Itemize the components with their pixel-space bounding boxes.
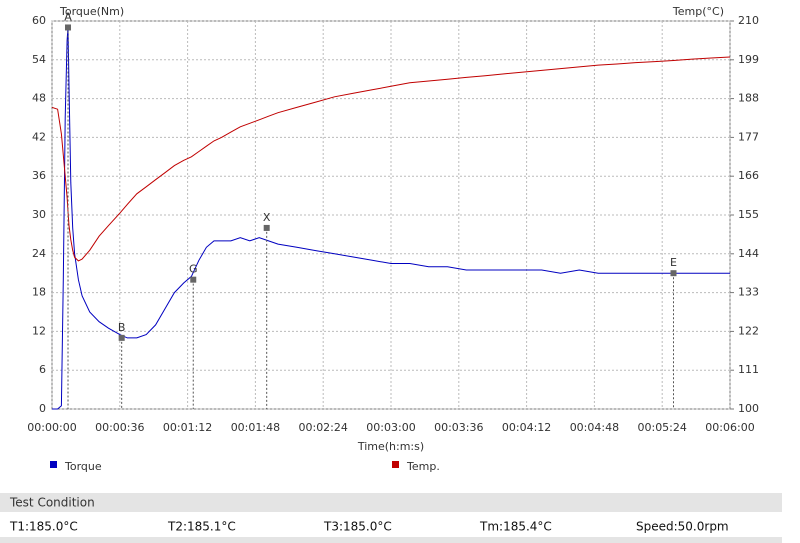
y2-tick-label: 210: [738, 14, 759, 27]
series-line: [51, 56, 731, 262]
x-tick-label: 00:05:24: [637, 421, 686, 434]
y2-tick-label: 166: [738, 169, 759, 182]
y-tick-label: 6: [39, 363, 46, 376]
x-tick-label: 00:06:00: [705, 421, 754, 434]
marker-label: E: [670, 256, 677, 269]
panel-title: Test Condition: [9, 496, 95, 510]
y2-tick-label: 144: [738, 247, 759, 260]
x-tick-label: 00:01:48: [231, 421, 280, 434]
y-tick-label: 24: [32, 247, 46, 260]
panel-header: [0, 493, 782, 512]
marker: [190, 276, 197, 283]
condition-item: T2:185.1°C: [167, 520, 236, 534]
legend-swatch: [50, 461, 57, 468]
marker-label: G: [189, 263, 198, 276]
y2-tick-label: 133: [738, 286, 759, 299]
y-tick-label: 60: [32, 14, 46, 27]
y-tick-label: 42: [32, 130, 46, 143]
panel-footer: [0, 537, 782, 543]
x-tick-label: 00:04:12: [502, 421, 551, 434]
y2-tick-label: 122: [738, 324, 759, 337]
y-tick-label: 36: [32, 169, 46, 182]
y-tick-label: 54: [32, 53, 46, 66]
legend-label: Torque: [64, 460, 102, 473]
x-tick-label: 00:03:36: [434, 421, 483, 434]
y2-tick-label: 155: [738, 208, 759, 221]
marker: [118, 334, 125, 341]
x-tick-label: 00:04:48: [570, 421, 619, 434]
y-axis-label: Torque(Nm): [59, 5, 124, 18]
y-tick-label: 48: [32, 92, 46, 105]
legend-label: Temp.: [406, 460, 440, 473]
y2-tick-label: 111: [738, 363, 759, 376]
legend-swatch: [392, 461, 399, 468]
y2-tick-label: 100: [738, 402, 759, 415]
condition-item: T1:185.0°C: [9, 520, 78, 534]
marker-label: B: [118, 321, 126, 334]
condition-item: Tm:185.4°C: [479, 520, 552, 534]
marker: [670, 270, 677, 277]
y-tick-label: 0: [39, 402, 46, 415]
marker: [65, 24, 72, 31]
x-axis-label: Time(h:m:s): [357, 440, 424, 453]
marker: [263, 224, 270, 231]
y2-tick-label: 177: [738, 130, 759, 143]
marker-label: A: [64, 10, 72, 23]
y-tick-label: 30: [32, 208, 46, 221]
y2-axis-label: Temp(°C): [672, 5, 724, 18]
y2-tick-label: 199: [738, 53, 759, 66]
x-tick-label: 00:02:24: [298, 421, 347, 434]
y-tick-label: 12: [32, 324, 46, 337]
x-tick-label: 00:01:12: [163, 421, 212, 434]
y2-tick-label: 188: [738, 92, 759, 105]
y-tick-label: 18: [32, 286, 46, 299]
condition-item: T3:185.0°C: [323, 520, 392, 534]
x-tick-label: 00:00:00: [27, 421, 76, 434]
x-tick-label: 00:00:36: [95, 421, 144, 434]
x-tick-label: 00:03:00: [366, 421, 415, 434]
series-line: [52, 27, 730, 410]
marker-label: X: [263, 211, 271, 224]
condition-item: Speed:50.0rpm: [636, 520, 729, 534]
